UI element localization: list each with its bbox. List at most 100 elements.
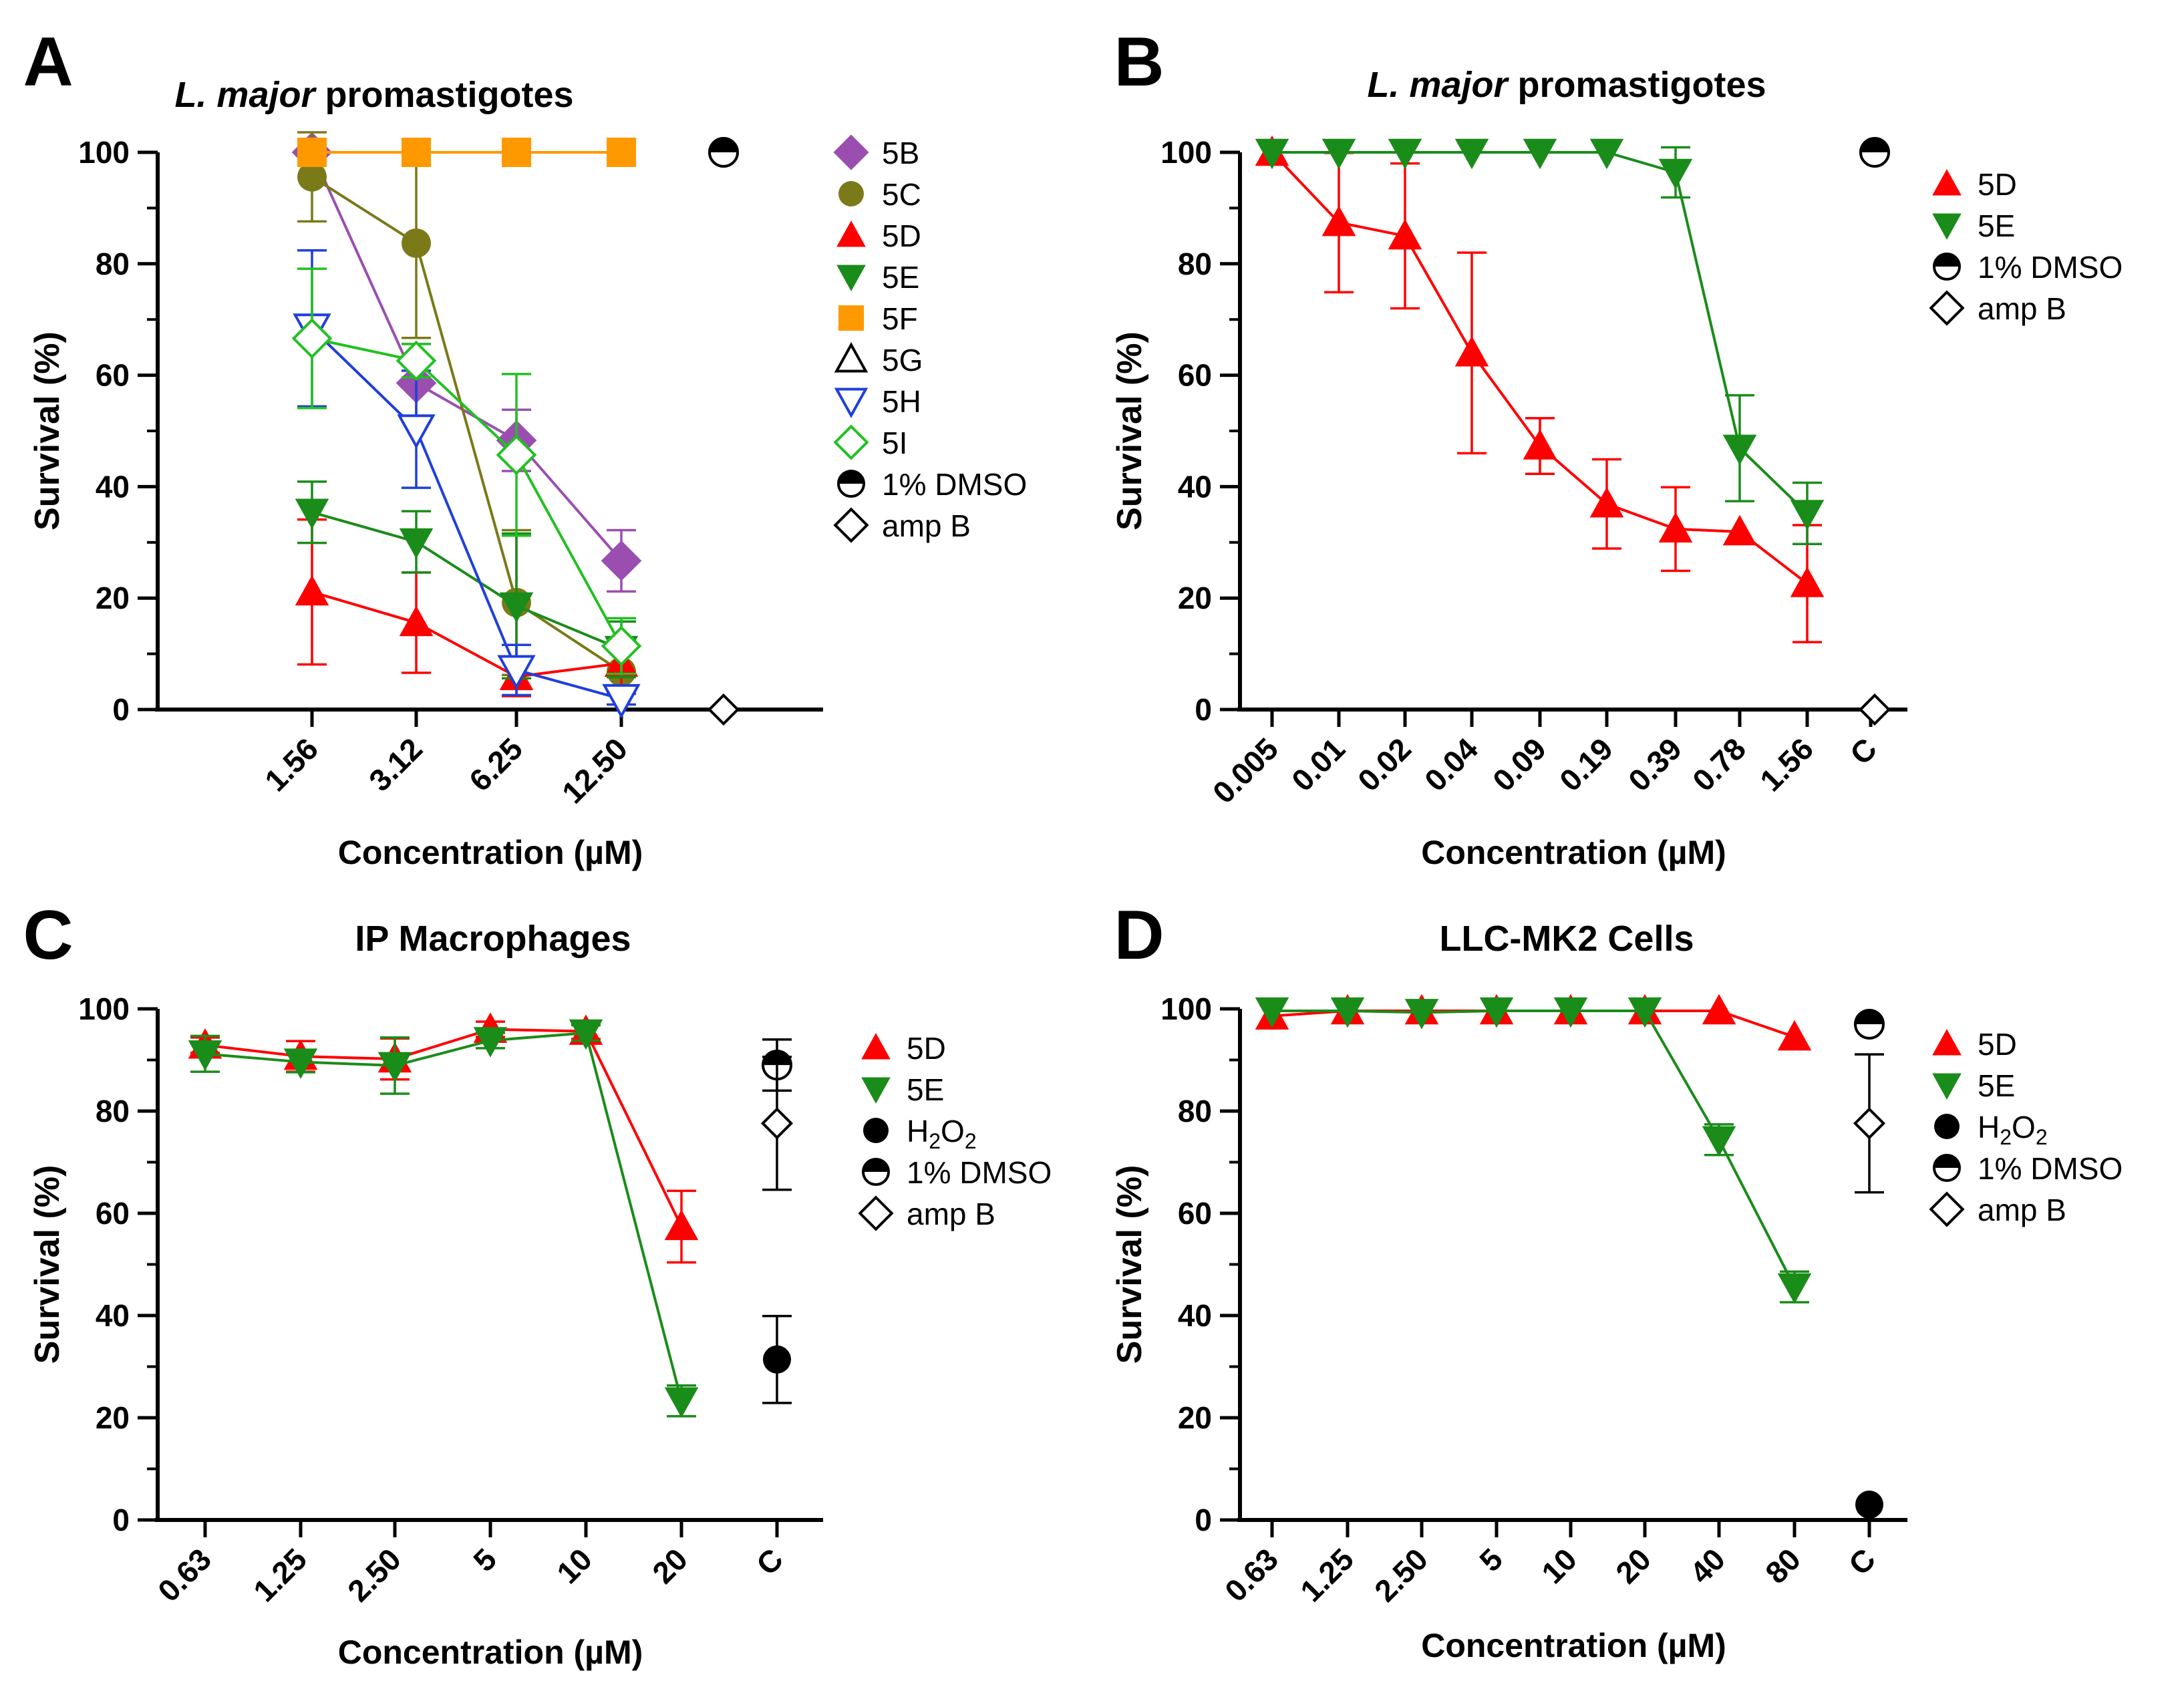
legend-marker <box>1933 1154 1961 1182</box>
series-line-5I <box>311 337 623 647</box>
data-point-5B <box>601 540 642 581</box>
data-point-5C <box>402 228 431 258</box>
control-point-amp B <box>1853 1107 1886 1140</box>
x-axis-label: Concentration (µM) <box>338 834 643 871</box>
legend-marker <box>1934 1114 1960 1139</box>
series-line-5E <box>311 510 622 651</box>
legend-label: 5C <box>882 177 921 212</box>
y-tick-label: 0 <box>112 692 130 727</box>
y-axis-label: Survival (%) <box>1110 1165 1149 1364</box>
y-tick-label: 0 <box>112 1503 130 1537</box>
legend-marker <box>838 181 864 206</box>
control-point-1% DMSO <box>708 137 739 168</box>
data-point-5D <box>1321 205 1356 237</box>
data-point-5E <box>473 1027 508 1058</box>
legend-label: 5F <box>882 301 918 336</box>
y-tick-label: 80 <box>1178 247 1212 281</box>
legend-item: 1% DMSO <box>862 1155 1052 1190</box>
data-point-5F <box>502 138 531 167</box>
data-point-5E <box>664 1387 699 1418</box>
data-point-5I <box>291 318 333 359</box>
legend-item: 5D <box>861 1031 946 1066</box>
data-point-5E <box>377 1052 412 1083</box>
y-tick-label: 100 <box>1160 991 1212 1026</box>
data-point-5E <box>1702 1126 1736 1157</box>
legend-label: amp B <box>1978 1193 2066 1227</box>
legend-item: H2O2 <box>1934 1110 2048 1149</box>
x-axis-label: Concentration (µM) <box>338 1634 643 1671</box>
legend-item: 5D <box>1932 1027 2017 1062</box>
legend-marker <box>1932 1029 1962 1056</box>
data-point-5I <box>496 434 537 476</box>
x-axis-label: Concentration (µM) <box>1421 834 1726 871</box>
data-point-5E <box>1330 997 1365 1028</box>
legend-label: 1% DMSO <box>882 467 1027 502</box>
legend-item: 5F <box>838 301 918 336</box>
legend-marker <box>1932 169 1962 196</box>
series-line-5H <box>311 327 622 701</box>
data-point-5D <box>664 1209 699 1241</box>
legend-marker <box>833 424 869 460</box>
control-point-1% DMSO <box>1859 137 1890 168</box>
data-point-5E <box>1255 997 1289 1028</box>
legend-marker <box>836 265 866 291</box>
y-tick-label: 80 <box>96 1094 130 1128</box>
legend-item: 1% DMSO <box>1933 1151 2123 1186</box>
legend-item: 1% DMSO <box>1933 250 2123 285</box>
data-point-5D <box>1790 567 1825 597</box>
data-point-5I <box>396 340 437 381</box>
y-tick-label: 0 <box>1195 692 1212 727</box>
data-point-5F <box>607 138 636 167</box>
legend-marker <box>836 220 866 247</box>
data-point-5D <box>1777 1020 1812 1051</box>
data-point-5E <box>1790 500 1825 530</box>
legend-marker <box>834 388 869 418</box>
panel-letter: D <box>1114 897 1164 974</box>
legend-label: amp B <box>882 508 971 543</box>
legend-item: amp B <box>858 1195 995 1231</box>
legend-item: 5E <box>861 1072 944 1107</box>
data-point-5E <box>1388 138 1422 170</box>
data-point-5E <box>1454 138 1489 170</box>
chart-title: LLC-MK2 Cells <box>1439 919 1694 959</box>
legend-label: 5I <box>882 426 907 460</box>
series-line-5D <box>204 1028 683 1227</box>
data-point-5E <box>569 1019 603 1050</box>
legend-item: 5E <box>1932 208 2015 243</box>
legend-item: 5G <box>834 342 923 377</box>
y-tick-label: 40 <box>96 469 130 504</box>
legend-marker <box>861 1077 891 1104</box>
data-point-5D <box>1388 218 1422 250</box>
y-tick-label: 60 <box>1178 1196 1212 1231</box>
legend-item: 5E <box>836 260 919 295</box>
legend-marker <box>862 1158 890 1186</box>
y-tick-label: 100 <box>78 991 130 1026</box>
series-line-5E <box>1272 1010 1796 1288</box>
data-point-5C <box>297 162 327 192</box>
control-point-1% DMSO <box>1854 1008 1885 1040</box>
legend-label: 1% DMSO <box>1978 250 2123 285</box>
panel-letter: C <box>23 897 73 974</box>
control-point-amp B <box>760 1107 794 1140</box>
y-tick-label: 100 <box>78 135 130 170</box>
legend-label: 5H <box>882 384 921 419</box>
legend-label: 5E <box>1978 1068 2015 1103</box>
legend-label: 5D <box>907 1031 946 1066</box>
legend-item: 1% DMSO <box>837 467 1027 502</box>
y-tick-label: 40 <box>1178 1298 1212 1333</box>
y-tick-label: 20 <box>1178 1400 1212 1435</box>
legend-label: H2O2 <box>907 1114 977 1153</box>
data-point-5E <box>399 528 434 559</box>
y-axis-label: Survival (%) <box>28 1165 67 1364</box>
legend-label: 5E <box>907 1072 944 1107</box>
data-point-5E <box>1658 158 1693 190</box>
data-point-5D <box>1658 512 1693 543</box>
y-tick-label: 80 <box>1178 1094 1212 1128</box>
data-point-5E <box>1553 997 1588 1028</box>
chart-title: L. major promastigotes <box>174 75 573 115</box>
data-point-5F <box>297 138 327 167</box>
legend-label: 1% DMSO <box>907 1155 1052 1190</box>
data-point-5E <box>1627 997 1662 1028</box>
y-tick-label: 100 <box>1160 135 1212 170</box>
